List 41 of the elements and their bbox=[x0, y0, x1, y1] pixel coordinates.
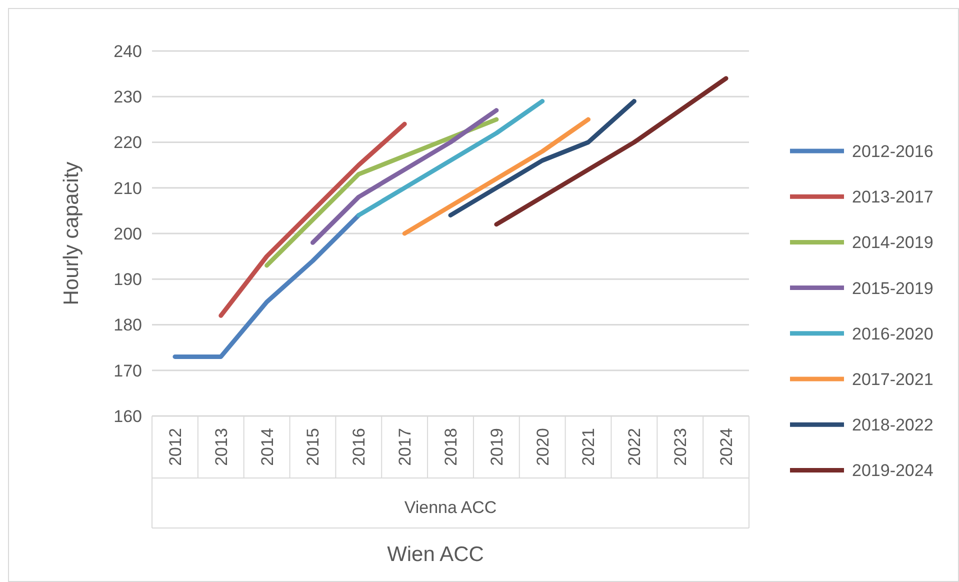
legend-label: 2012-2016 bbox=[852, 142, 934, 161]
y-tick-label: 230 bbox=[114, 88, 142, 107]
legend-label: 2017-2021 bbox=[852, 370, 934, 389]
y-tick-label: 180 bbox=[114, 316, 142, 335]
line-series bbox=[448, 98, 636, 218]
x-tick-label: 2017 bbox=[396, 428, 415, 466]
line-series bbox=[172, 213, 361, 359]
x-tick-label: 2019 bbox=[487, 428, 506, 466]
legend-label: 2016-2020 bbox=[852, 324, 934, 344]
x-tick-label: 2024 bbox=[716, 428, 736, 466]
line-series bbox=[494, 76, 728, 227]
line-series bbox=[264, 117, 499, 268]
y-tick-label: 240 bbox=[114, 42, 142, 61]
x-tick-label: 2013 bbox=[212, 428, 231, 466]
x-tick-label: 2021 bbox=[579, 428, 598, 466]
line-series bbox=[310, 108, 499, 245]
x-tick-label: 2014 bbox=[258, 428, 277, 466]
x-tick-label: 2012 bbox=[166, 428, 185, 466]
y-tick-label: 200 bbox=[114, 224, 142, 244]
x-axis-title: Wien ACC bbox=[387, 543, 484, 566]
legend-label: 2013-2017 bbox=[852, 188, 934, 207]
line-series bbox=[356, 98, 545, 218]
line-series bbox=[402, 117, 591, 236]
x-tick-label: 2018 bbox=[441, 428, 460, 466]
line-series bbox=[218, 122, 407, 318]
legend-label: 2019-2024 bbox=[852, 461, 934, 480]
x-tick-label: 2016 bbox=[350, 428, 369, 466]
x-tick-label: 2015 bbox=[304, 428, 323, 466]
text: Vienna ACC bbox=[404, 498, 497, 517]
y-tick-label: 160 bbox=[114, 406, 142, 426]
x-tick-label: 2020 bbox=[533, 428, 552, 466]
y-tick-label: 170 bbox=[114, 361, 142, 380]
y-axis-title: Hourly capacity bbox=[60, 161, 83, 306]
y-tick-label: 210 bbox=[114, 178, 142, 198]
y-tick-label: 190 bbox=[114, 270, 142, 290]
x-tick-label: 2022 bbox=[625, 428, 644, 466]
legend-label: 2014-2019 bbox=[852, 233, 934, 252]
x-tick-label: 2023 bbox=[671, 428, 690, 466]
y-tick-label: 220 bbox=[114, 133, 142, 152]
legend-label: 2015-2019 bbox=[852, 278, 934, 298]
legend-label: 2018-2022 bbox=[852, 416, 934, 435]
